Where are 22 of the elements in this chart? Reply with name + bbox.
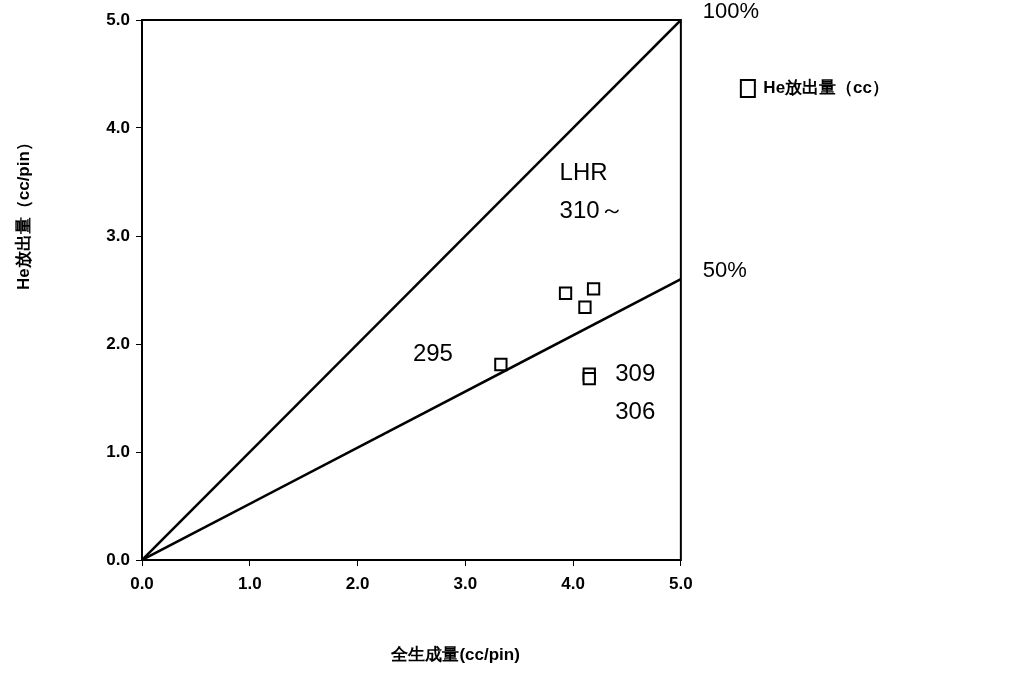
annotation: LHR	[559, 157, 608, 185]
x-tick-label: 3.0	[453, 573, 478, 593]
y-axis-title: He放出量（cc/pin）	[13, 134, 33, 290]
y-tick-label: 0.0	[106, 549, 130, 569]
annotation: 306	[615, 397, 656, 425]
y-tick-label: 1.0	[106, 441, 130, 461]
x-tick-label: 1.0	[237, 573, 262, 593]
legend-label: He放出量（cc）	[763, 78, 889, 98]
x-tick-label: 2.0	[345, 573, 370, 593]
x-axis-title: 全生成量(cc/pin)	[390, 644, 520, 664]
annotation: 310～	[559, 195, 624, 223]
series-label: 50%	[702, 257, 747, 283]
y-tick-label: 3.0	[106, 225, 130, 245]
x-tick-label: 0.0	[130, 573, 154, 593]
series-label: 100%	[702, 0, 760, 24]
annotation: 309	[615, 358, 656, 386]
y-tick-label: 2.0	[106, 333, 130, 353]
x-tick-label: 5.0	[669, 573, 693, 593]
annotation: 295	[412, 339, 453, 367]
y-tick-label: 5.0	[106, 9, 130, 29]
x-tick-label: 4.0	[561, 573, 585, 593]
y-tick-label: 4.0	[106, 117, 130, 137]
